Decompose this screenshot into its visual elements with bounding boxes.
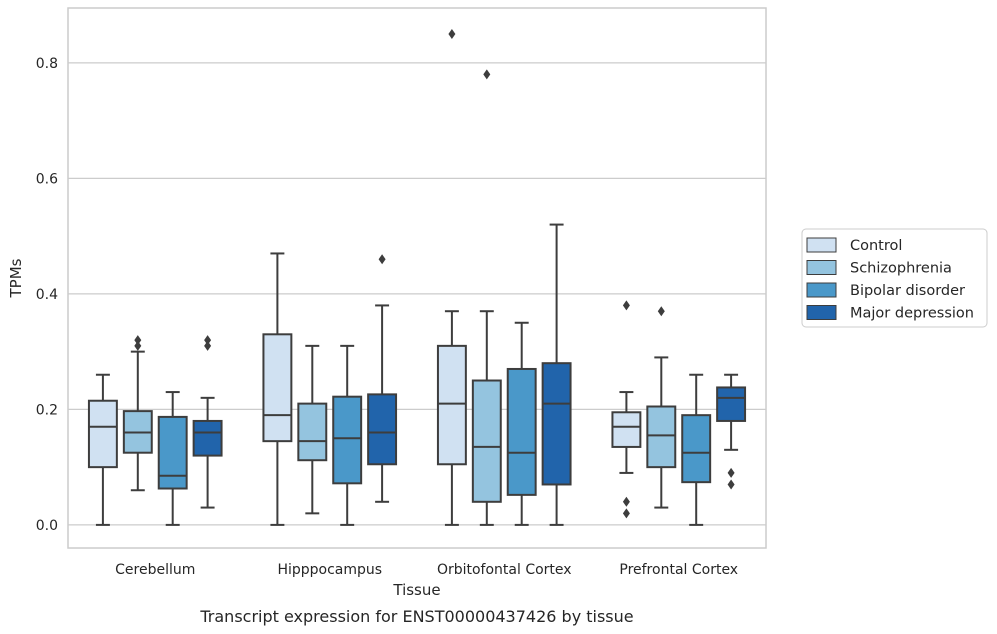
- box: [87, 399, 118, 469]
- box: [192, 419, 223, 457]
- box-group: [471, 69, 502, 526]
- outlier-point: [378, 254, 386, 265]
- x-tick-label: Prefrontal Cortex: [619, 562, 738, 578]
- y-tick-label: 0.2: [36, 402, 58, 418]
- legend-swatch: [806, 282, 837, 298]
- outlier-point: [622, 300, 630, 311]
- legend-frame: [801, 228, 988, 328]
- plot-frame: [67, 7, 767, 549]
- box: [471, 379, 502, 503]
- box: [506, 367, 537, 496]
- legend-label: Bipolar disorder: [850, 283, 965, 299]
- outlier-point: [134, 340, 142, 351]
- x-tick-label: Hipppocampus: [277, 562, 382, 578]
- outlier-point: [727, 467, 735, 478]
- box: [681, 414, 712, 484]
- box-group: [122, 335, 153, 492]
- box: [541, 362, 572, 486]
- outlier-point: [134, 335, 142, 346]
- box-group: [436, 28, 467, 526]
- x-tick-label: Cerebellum: [115, 562, 195, 578]
- y-axis-ticks: 0.0 0.2 0.4 0.6 0.8: [36, 56, 58, 534]
- outlier-point: [448, 28, 456, 39]
- outlier-point: [204, 335, 212, 346]
- y-tick-label: 0.4: [36, 287, 58, 303]
- box-group: [541, 223, 572, 526]
- legend-swatch: [806, 260, 837, 275]
- legend: Control Schizophrenia Bipolar disorder Majo…: [801, 228, 988, 328]
- box: [716, 386, 747, 422]
- y-axis-label: TPMs: [7, 258, 25, 298]
- box-group: [297, 344, 328, 515]
- box-group: [157, 391, 188, 526]
- y-tick-label: 0.6: [36, 171, 58, 187]
- x-tick-label: Orbitofontal Cortex: [437, 562, 572, 578]
- outlier-point: [622, 496, 630, 507]
- box-group: [192, 335, 223, 509]
- box: [367, 393, 398, 466]
- box: [157, 415, 188, 490]
- legend-swatch: [806, 305, 837, 320]
- box: [332, 395, 363, 485]
- box-plot-area: [87, 28, 747, 526]
- box-group: [262, 252, 293, 526]
- legend-swatch: [806, 237, 837, 253]
- legend-label: Control: [850, 238, 902, 254]
- box: [297, 402, 328, 462]
- box-group: [716, 373, 747, 490]
- box-group: [87, 373, 118, 526]
- box: [646, 405, 677, 469]
- box: [262, 333, 293, 443]
- outlier-point: [657, 306, 665, 317]
- box-group: [367, 254, 398, 503]
- legend-label: Major depression: [850, 306, 974, 322]
- legend-label: Schizophrenia: [850, 261, 952, 277]
- y-tick-label: 0.8: [36, 56, 58, 72]
- y-tick-label: 0.0: [36, 518, 58, 534]
- box-group: [506, 321, 537, 526]
- box: [436, 344, 467, 466]
- outlier-point: [727, 479, 735, 490]
- box-group: [681, 373, 712, 526]
- x-axis-label: Tissue: [392, 581, 440, 599]
- outlier-point: [204, 340, 212, 351]
- box: [611, 411, 642, 448]
- outlier-point: [622, 508, 630, 519]
- x-axis-ticks: Cerebellum Hipppocampus Orbitofontal Corte…: [115, 562, 738, 578]
- box-group: [611, 300, 642, 519]
- chart-caption: Transcript expression for ENST0000043742…: [199, 607, 633, 626]
- box-group: [646, 306, 677, 509]
- outlier-point: [483, 69, 491, 80]
- box-group: [332, 344, 363, 526]
